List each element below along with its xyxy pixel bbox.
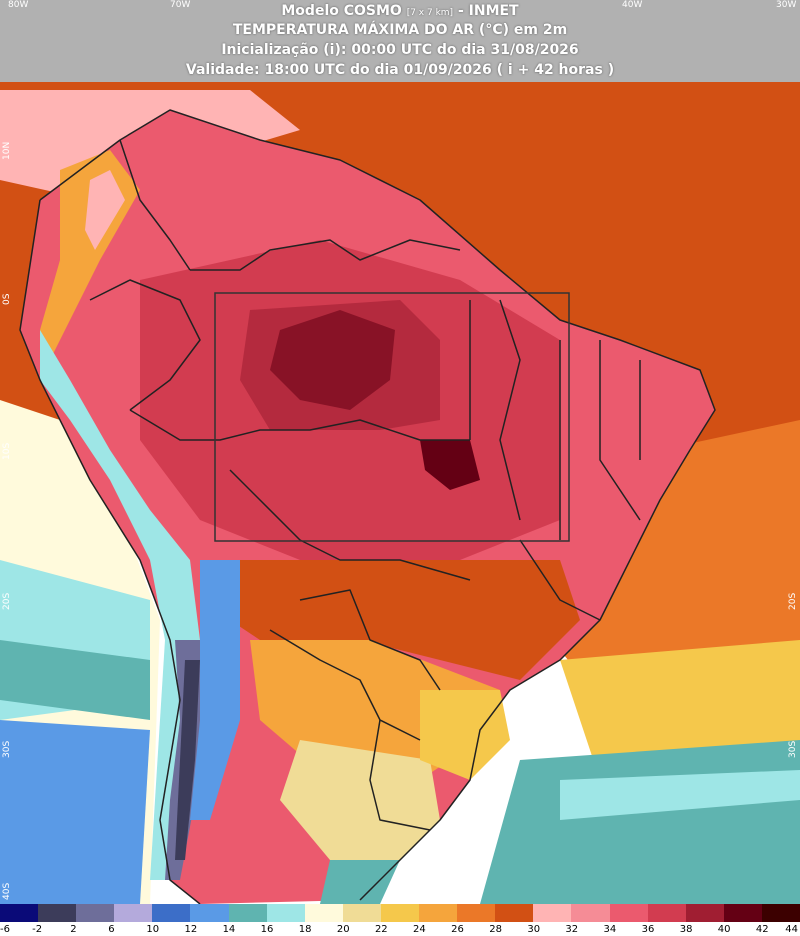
colorbar-tick-label: 26 [451,924,464,935]
andes-central [40,330,200,880]
pacific-band-cool [0,720,150,904]
colorbar-tick-label: 32 [565,924,579,935]
colorbar-swatch [266,904,305,922]
colorbar-tick-label: 24 [413,924,426,935]
colorbar-swatch [38,904,77,922]
andes-east-slope [190,560,240,820]
colorbar-tick-label: 10 [146,924,160,935]
colorbar-swatch [723,904,762,922]
colorbar-swatch [380,904,420,922]
colorbar-tick-label: 6 [108,924,115,935]
central-extreme [420,440,480,490]
colorbar-tick-label: 44 [785,924,798,935]
variable-title: TEMPERATURA MÁXIMA DO AR (°C) em 2m [232,22,568,38]
colorbar-tick-label: 42 [755,924,769,935]
colorbar-swatch [304,904,343,922]
colorbar-swatch [76,904,115,922]
colorbar-swatch [342,904,381,922]
resolution: [7 x 7 km] [406,8,454,18]
colorbar-tick-label: 18 [298,924,312,935]
lat-label-0: 0S [2,293,12,305]
colorbar-tick-label: 16 [260,924,274,935]
colorbar-tick-label: 20 [336,924,350,935]
colorbar-tick-label: 22 [374,924,388,935]
andes-north-cold [85,170,125,250]
lat-label-40s: 40S [2,882,12,900]
lat-label-10s: 10S [2,442,12,460]
lat-label-20s-right: 20S [788,592,798,610]
country-borders [19,109,716,904]
colorbar-tick-label: 40 [717,924,731,935]
temperature-map [0,82,800,904]
colorbar-tick-label: 36 [641,924,655,935]
colorbar-swatch [114,904,153,922]
colorbar-swatch [761,904,800,922]
colorbar-tick-label: 30 [527,924,541,935]
pacific-band-teal [0,640,150,720]
lon-label-70w: 70W [170,0,191,10]
colorbar-swatch [533,904,572,922]
lat-label-20s: 20S [2,592,12,610]
colorbar-tick-label: 12 [184,924,198,935]
colorbar-swatch [495,904,534,922]
focus-region-box [214,292,570,542]
lon-label-30w: 30W [776,0,797,10]
colorbar-swatch [419,904,458,922]
colorbar-tick-label: 34 [603,924,617,935]
colorbar-swatch [0,904,39,922]
south-mild [280,740,440,860]
colorbar-swatch [228,904,267,922]
lat-label-30s-right: 30S [788,740,798,758]
colorbar-swatch [609,904,648,922]
colorbar-swatch [647,904,686,922]
colorbar-swatch [571,904,610,922]
colorbar-tick-label: -6 [0,924,10,935]
valid-time: Validade: 18:00 UTC do dia 01/09/2026 ( … [185,62,615,78]
colorbar-tick-label: 38 [679,924,693,935]
colorbar-swatch [190,904,229,922]
init-time: Inicialização (i): 00:00 UTC do dia 31/0… [221,42,579,58]
amazon-hot-ring [240,300,440,430]
colorbar-swatches [0,904,800,922]
south-transition [200,560,580,680]
lat-label-30s: 30S [2,740,12,758]
southeast-coast-mild [420,690,510,780]
colorbar-tick-label: -2 [32,924,43,935]
andes-peaks [175,660,200,860]
lat-label-10n: 10N [2,141,12,160]
colorbar-swatch [457,904,496,922]
temperature-colorbar: -6 -2 2 6 10 12 14 16 18 20 22 24 26 28 30 32 34 36 38 40 42… [0,904,800,936]
lon-label-80w: 80W [8,0,29,10]
title-line: Modelo COSMO [7 x 7 km] - INMET [0,3,800,19]
colorbar-swatch [152,904,191,922]
ocean-south-cool [480,740,800,904]
colorbar-tick-label: 2 [70,924,77,935]
colorbar-tick-label: 28 [489,924,502,935]
model-name: Modelo COSMO [281,3,402,19]
colorbar-swatch [685,904,724,922]
ocean-southeast-pale [560,770,800,820]
colorbar-tick-label: 14 [222,924,236,935]
lon-label-40w: 40W [622,0,643,10]
pampas-cool [320,860,400,904]
colorbar-ticks: -6 -2 2 6 10 12 14 16 18 20 22 24 26 28 30 32 34 36 38 40 42… [0,924,800,936]
agency: - INMET [457,3,519,19]
map-header: Modelo COSMO [7 x 7 km] - INMET TEMPERAT… [0,0,800,82]
